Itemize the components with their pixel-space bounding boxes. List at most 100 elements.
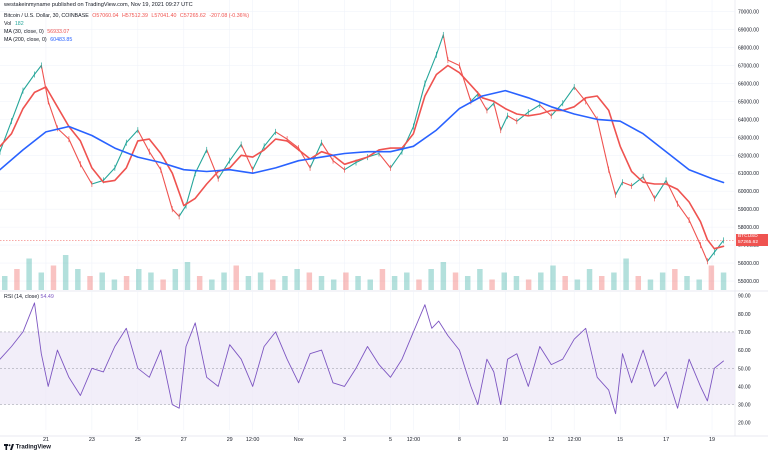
price-segment — [500, 115, 509, 131]
price-segment — [102, 167, 116, 181]
volume-bar — [62, 255, 69, 290]
price-segment — [321, 142, 334, 162]
volume-bar — [562, 276, 568, 290]
price-segment — [125, 129, 139, 144]
price-tick-label: 67000.00 — [738, 63, 759, 69]
high-value: H57512.39 — [121, 13, 148, 19]
time-tick-label: 17 — [663, 437, 669, 443]
volume-bar — [623, 258, 629, 290]
time-tick-label: 29 — [227, 437, 233, 443]
published-line: westakeinmyname published on TradingView… — [4, 2, 193, 8]
ma200-value: 60483.85 — [50, 37, 73, 43]
price-segment — [435, 34, 444, 56]
tradingview-logo: TradingView — [4, 444, 51, 451]
price-tick-label: 63000.00 — [738, 135, 759, 141]
volume-bar — [574, 279, 581, 290]
volume-bar — [282, 276, 288, 290]
price-segment — [229, 143, 242, 162]
price-segment — [486, 102, 495, 111]
price-segment — [654, 179, 667, 199]
price-segment — [171, 208, 180, 217]
price-segment — [252, 145, 265, 171]
price-segment — [378, 152, 392, 169]
price-segment — [539, 104, 552, 117]
price-segment — [615, 181, 624, 196]
price-segment — [160, 169, 173, 210]
time-tick-label: 15 — [617, 437, 623, 443]
price-segment — [585, 100, 598, 120]
price-tick-label: 70000.00 — [738, 10, 759, 16]
price-segment — [56, 127, 70, 140]
time-tick-label: 23 — [89, 437, 95, 443]
price-segment — [631, 176, 644, 187]
time-tick-label: 27 — [181, 437, 187, 443]
volume-bar — [440, 262, 447, 290]
ma200-line — [0, 89, 725, 184]
volume-bar — [404, 272, 410, 290]
price-segment — [516, 111, 529, 122]
price-tick-label: 69000.00 — [738, 28, 759, 34]
volume-bar — [635, 276, 642, 290]
volume-bar — [611, 272, 617, 290]
volume-bar — [99, 272, 105, 290]
volume-bar — [38, 272, 45, 290]
price-tick-label: 56000.00 — [738, 261, 759, 267]
volume-bar — [501, 272, 507, 290]
price-segment — [706, 251, 715, 262]
price-segment — [527, 104, 541, 113]
price-segment — [33, 64, 42, 76]
volume-bar — [14, 269, 20, 290]
volume-bar — [306, 272, 313, 290]
volume-legend: Vol 182 — [4, 21, 26, 28]
volume-bar — [221, 272, 227, 290]
price-segment — [507, 115, 518, 122]
symbol-title: Bitcoin / U.S. Dollar, 30, COINBASE — [4, 13, 89, 19]
price-tag-symbol: BTCUSD — [738, 234, 758, 239]
price-segment — [137, 129, 150, 153]
ma30-line — [0, 64, 725, 250]
time-tick-label: Nov — [294, 437, 304, 443]
rsi-line — [0, 302, 724, 415]
volume-bar — [196, 276, 203, 290]
price-segment — [493, 102, 502, 131]
price-segment — [68, 138, 81, 165]
volume-bar — [160, 279, 166, 290]
rsi-tick-label: 60.00 — [738, 348, 751, 354]
rsi-label: RSI (14, close) — [4, 294, 40, 300]
volume-bar — [2, 276, 8, 290]
price-segment — [275, 131, 288, 140]
vol-value: 182 — [14, 21, 24, 27]
tradingview-logo-text: TradingView — [15, 444, 51, 451]
price-segment — [343, 161, 357, 171]
price-segment — [562, 86, 575, 104]
time-tick-label: 21 — [43, 437, 49, 443]
price-segment — [240, 143, 254, 171]
price-segment — [458, 64, 472, 102]
price-segment — [442, 34, 449, 61]
volume-bar — [343, 272, 349, 290]
rsi-legend: RSI (14, close) 54.49 — [4, 294, 54, 300]
price-segment — [470, 93, 479, 102]
price-tick-label: 62000.00 — [738, 153, 759, 159]
volume-bar — [136, 269, 142, 290]
price-tick-label: 55000.00 — [738, 279, 759, 285]
price-segment — [47, 100, 58, 129]
volume-bar — [464, 276, 471, 290]
price-tick-label: 58000.00 — [738, 225, 759, 231]
time-tick-label: 12:00 — [567, 437, 581, 443]
price-tick-label: 59000.00 — [738, 207, 759, 213]
price-tag-countdown: 02:57 — [738, 246, 751, 251]
open-value: O57060.04 — [92, 13, 119, 19]
price-segment — [185, 172, 196, 207]
price-segment — [447, 59, 460, 67]
symbol-ohlc-line: Bitcoin / U.S. Dollar, 30, COINBASE O570… — [4, 13, 251, 20]
price-tick-label: 57000.00 — [738, 243, 759, 249]
price-segment — [412, 82, 426, 128]
price-segment — [688, 219, 702, 246]
volume-bar — [720, 272, 727, 290]
price-tick-label: 64000.00 — [738, 117, 759, 123]
time-tick-label: 25 — [135, 437, 141, 443]
time-tick-label: 12:00 — [407, 437, 421, 443]
volume-bar — [379, 269, 386, 290]
